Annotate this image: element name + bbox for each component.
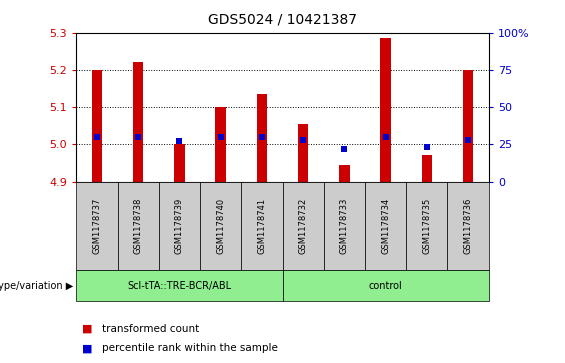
Text: Scl-tTA::TRE-BCR/ABL: Scl-tTA::TRE-BCR/ABL [127,281,232,291]
Bar [257,94,267,182]
Text: ■: ■ [82,343,93,354]
Text: transformed count: transformed count [102,323,199,334]
Text: GSM1178738: GSM1178738 [134,198,142,254]
Text: GSM1178737: GSM1178737 [93,198,101,254]
Text: GSM1178734: GSM1178734 [381,198,390,254]
Bar [421,155,432,182]
Text: genotype/variation ▶: genotype/variation ▶ [0,281,73,291]
Text: percentile rank within the sample: percentile rank within the sample [102,343,277,354]
Text: control: control [369,281,402,291]
Text: GSM1178733: GSM1178733 [340,198,349,254]
Bar [215,107,226,182]
Text: GDS5024 / 10421387: GDS5024 / 10421387 [208,13,357,27]
Text: GSM1178735: GSM1178735 [423,198,431,254]
Bar [133,62,144,182]
Text: GSM1178740: GSM1178740 [216,198,225,254]
Bar [174,144,185,182]
Text: GSM1178732: GSM1178732 [299,198,307,254]
Bar [92,70,102,182]
Bar [463,70,473,182]
Text: ■: ■ [82,323,93,334]
Text: GSM1178739: GSM1178739 [175,198,184,254]
Bar [339,165,350,182]
Text: GSM1178741: GSM1178741 [258,198,266,254]
Bar [298,124,308,182]
Text: GSM1178736: GSM1178736 [464,198,472,254]
Bar [380,38,391,182]
